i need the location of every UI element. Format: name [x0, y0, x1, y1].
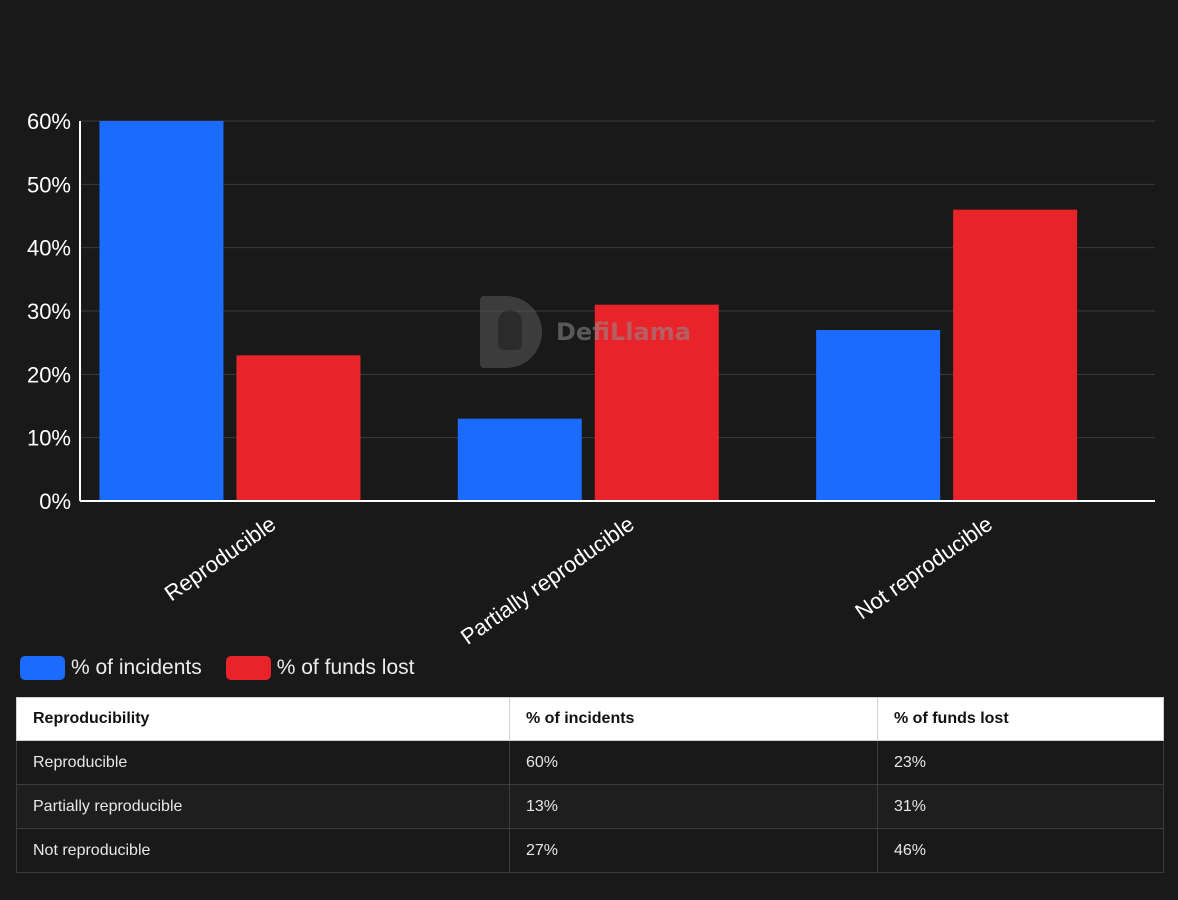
watermark-text: DefiLlama [556, 318, 691, 346]
bar [457, 418, 582, 501]
row-label: Reproducible [16, 740, 510, 785]
watermark: DefiLlama [480, 296, 691, 368]
row-funds-lost: 31% [877, 784, 1164, 829]
y-tick-label: 0% [39, 489, 71, 514]
chart-legend: % of incidents % of funds lost [20, 655, 439, 681]
legend-swatch-incidents [20, 656, 65, 680]
y-tick-label: 50% [27, 172, 71, 197]
row-incidents: 60% [509, 740, 878, 785]
row-funds-lost: 46% [877, 828, 1164, 873]
bar [99, 121, 224, 501]
data-table: Reproducibility % of incidents % of fund… [16, 697, 1164, 873]
x-tick-label: Not reproducible [850, 511, 997, 624]
row-incidents: 13% [509, 784, 878, 829]
row-label: Not reproducible [16, 828, 510, 873]
row-incidents: 27% [509, 828, 878, 873]
llama-logo-icon [480, 296, 542, 368]
row-funds-lost: 23% [877, 740, 1164, 785]
y-tick-label: 10% [27, 426, 71, 451]
table-row: Not reproducible 27% 46% [16, 828, 1164, 873]
header-incidents: % of incidents [509, 697, 878, 741]
header-funds-lost: % of funds lost [877, 697, 1164, 741]
bar [594, 304, 719, 501]
y-tick-label: 20% [27, 362, 71, 387]
bar [236, 355, 361, 501]
legend-swatch-funds-lost [225, 656, 271, 680]
bar [816, 330, 941, 501]
bar-chart: 0% 10% 20% 30% 40% 50% 60% Reproducible Partiall… [27, 109, 1155, 649]
bar [953, 209, 1078, 501]
y-tick-label: 40% [27, 236, 71, 261]
legend-label-funds-lost: % of funds lost [276, 656, 415, 679]
y-tick-label: 60% [27, 109, 71, 134]
legend-item-incidents[interactable]: % of incidents [20, 656, 202, 680]
legend-item-funds-lost[interactable]: % of funds lost [225, 656, 415, 680]
x-tick-label: Partially reproducible [456, 511, 639, 649]
x-tick-label: Reproducible [160, 511, 281, 606]
header-reproducibility: Reproducibility [16, 697, 510, 741]
table-row: Reproducible 60% 23% [16, 740, 1164, 785]
table-header-row: Reproducibility % of incidents % of fund… [16, 697, 1164, 741]
y-tick-label: 30% [27, 299, 71, 324]
row-label: Partially reproducible [16, 784, 510, 829]
legend-label-incidents: % of incidents [71, 656, 202, 679]
table-row: Partially reproducible 13% 31% [16, 784, 1164, 829]
